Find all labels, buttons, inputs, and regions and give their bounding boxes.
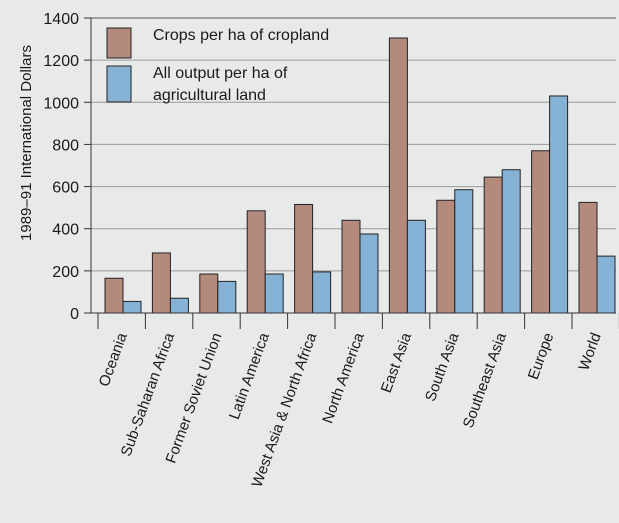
bar-all-output-latin-america bbox=[264, 273, 284, 314]
bar-crops-north-america bbox=[341, 219, 361, 314]
bar-all-output-europe bbox=[549, 95, 569, 314]
bar-all-output-world bbox=[596, 255, 616, 314]
bar-all-output-west-asia-north-africa bbox=[312, 271, 332, 314]
bar-all-output-sub-saharan-africa bbox=[169, 297, 189, 314]
bar-all-output-former-soviet-union bbox=[217, 280, 237, 314]
bar-crops-europe bbox=[531, 150, 551, 314]
bar-crops-west-asia-north-africa bbox=[294, 203, 314, 314]
y-tick-label: 800 bbox=[52, 137, 79, 154]
bar-crops-latin-america bbox=[246, 210, 266, 314]
y-tick-label: 400 bbox=[52, 222, 79, 239]
bar-crops-oceania bbox=[104, 277, 124, 314]
bar-crops-sub-saharan-africa bbox=[151, 252, 171, 314]
y-tick-label: 0 bbox=[70, 306, 79, 323]
bar-all-output-southeast-asia bbox=[501, 169, 521, 314]
y-tick-label: 600 bbox=[52, 180, 79, 197]
bar-crops-former-soviet-union bbox=[199, 273, 219, 314]
bar-crops-southeast-asia bbox=[483, 176, 503, 314]
legend: Crops per ha of cropland All output per h… bbox=[106, 27, 329, 104]
bar-crops-south-asia bbox=[436, 199, 456, 314]
legend-label: All output per ha of bbox=[153, 65, 288, 82]
y-tick-label: 200 bbox=[52, 264, 79, 281]
bar-all-output-south-asia bbox=[454, 189, 474, 314]
bar-crops-world bbox=[578, 201, 598, 314]
legend-label: Crops per ha of cropland bbox=[153, 27, 329, 44]
bar-crops-east-asia bbox=[388, 37, 408, 314]
legend-swatch-crops bbox=[106, 27, 132, 59]
legend-label: agricultural land bbox=[153, 87, 266, 104]
y-axis-title: 1989–91 International Dollars bbox=[18, 45, 35, 241]
legend-swatch-all-output bbox=[106, 65, 132, 103]
y-tick-label: 1000 bbox=[43, 95, 79, 112]
bar-all-output-east-asia bbox=[406, 219, 426, 314]
bar-all-output-north-america bbox=[359, 233, 379, 314]
y-tick-label: 1200 bbox=[43, 53, 79, 70]
bar-all-output-oceania bbox=[122, 300, 142, 314]
bars bbox=[104, 37, 616, 314]
y-tick-label: 1400 bbox=[43, 11, 79, 28]
